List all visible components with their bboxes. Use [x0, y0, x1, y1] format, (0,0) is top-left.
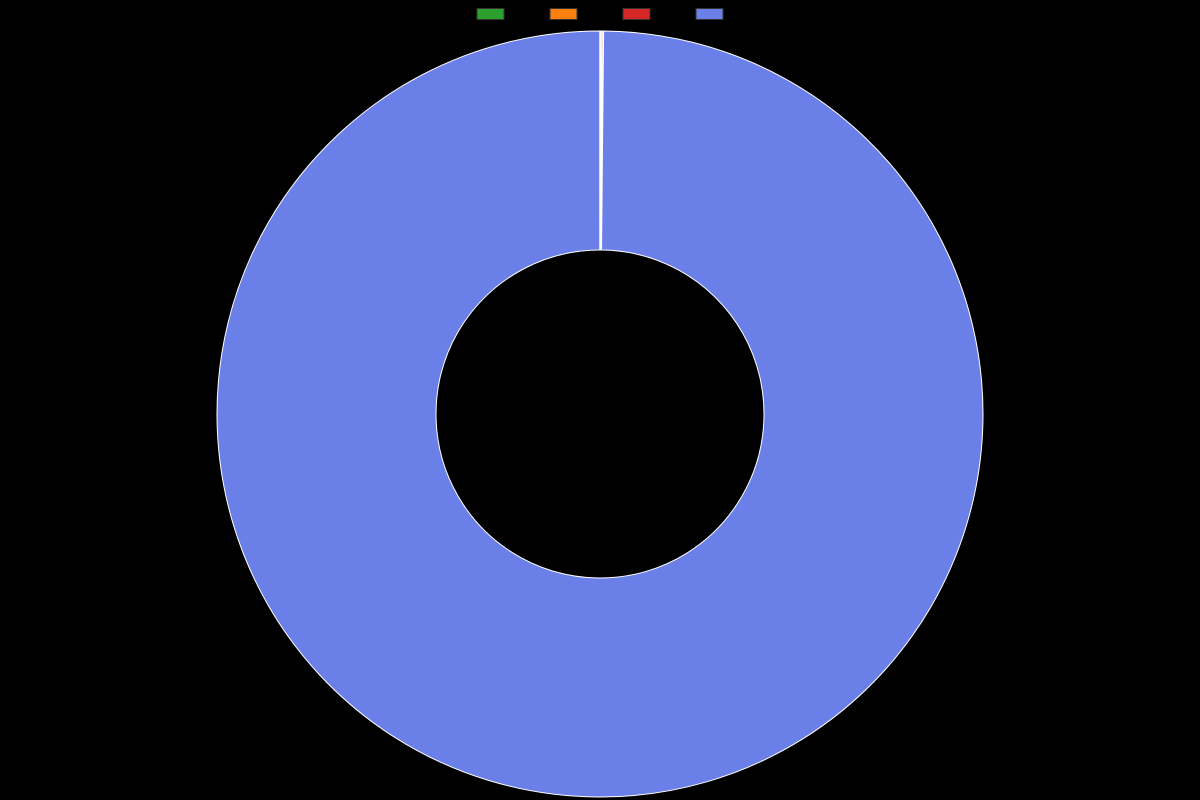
legend-item-0 [477, 8, 505, 20]
legend-swatch-2 [623, 8, 651, 20]
chart-legend [477, 8, 724, 20]
legend-swatch-3 [696, 8, 724, 20]
legend-swatch-1 [550, 8, 578, 20]
legend-item-1 [550, 8, 578, 20]
legend-item-3 [696, 8, 724, 20]
legend-item-2 [623, 8, 651, 20]
donut-chart-container [0, 28, 1200, 800]
donut-chart [0, 28, 1200, 800]
legend-swatch-0 [477, 8, 505, 20]
